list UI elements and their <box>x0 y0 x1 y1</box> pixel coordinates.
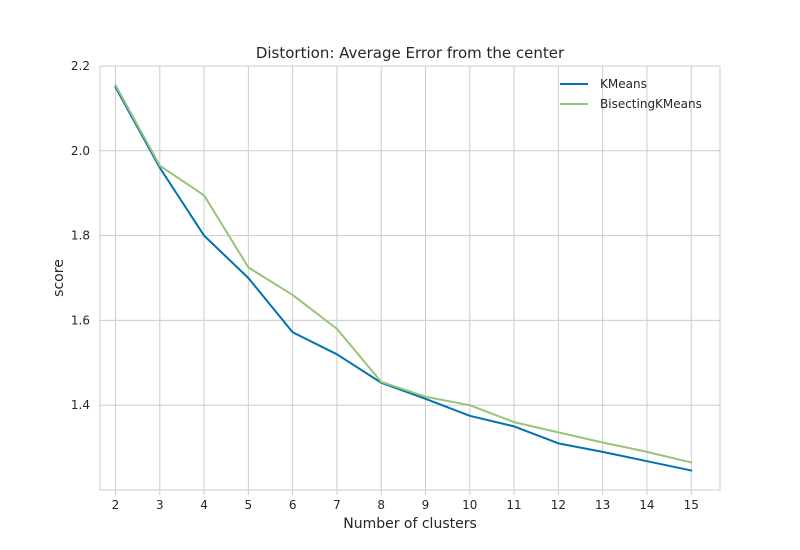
x-tick-label: 5 <box>245 498 253 512</box>
series-line-bisectingkmeans <box>114 83 693 464</box>
y-tick-label: 1.6 <box>71 313 90 327</box>
x-tick-label: 12 <box>551 498 566 512</box>
y-tick-label: 2.0 <box>71 144 90 158</box>
x-tick-label: 13 <box>595 498 610 512</box>
x-tick-label: 10 <box>462 498 477 512</box>
x-tick-labels: 2 3 4 5 6 7 8 9 10 11 12 13 14 15 <box>112 498 699 512</box>
y-axis-label: score <box>51 259 67 297</box>
y-tick-label: 1.8 <box>71 229 90 243</box>
y-tick-label: 1.4 <box>71 398 90 412</box>
plot-frame <box>99 65 721 491</box>
chart-title: Distortion: Average Error from the cente… <box>256 44 565 62</box>
plot-background <box>100 66 720 490</box>
x-tick-label: 15 <box>684 498 699 512</box>
x-tick-label: 11 <box>506 498 521 512</box>
x-tick-label: 6 <box>289 498 297 512</box>
x-tick-label: 14 <box>639 498 654 512</box>
x-tick-label: 2 <box>112 498 120 512</box>
legend-label-bisectingkmeans: BisectingKMeans <box>600 97 702 111</box>
x-tick-label: 7 <box>333 498 341 512</box>
x-tick-label: 9 <box>422 498 430 512</box>
x-axis-label: Number of clusters <box>343 516 477 532</box>
legend-label-kmeans: KMeans <box>600 77 647 91</box>
y-tick-labels: 1.4 1.6 1.8 2.0 2.2 <box>71 59 90 412</box>
y-tick-label: 2.2 <box>71 59 90 73</box>
series-lines <box>114 83 693 472</box>
legend: KMeans BisectingKMeans <box>560 77 702 111</box>
x-tick-label: 8 <box>377 498 385 512</box>
x-tick-label: 3 <box>156 498 164 512</box>
series-line-kmeans <box>114 85 693 472</box>
x-tick-label: 4 <box>200 498 208 512</box>
